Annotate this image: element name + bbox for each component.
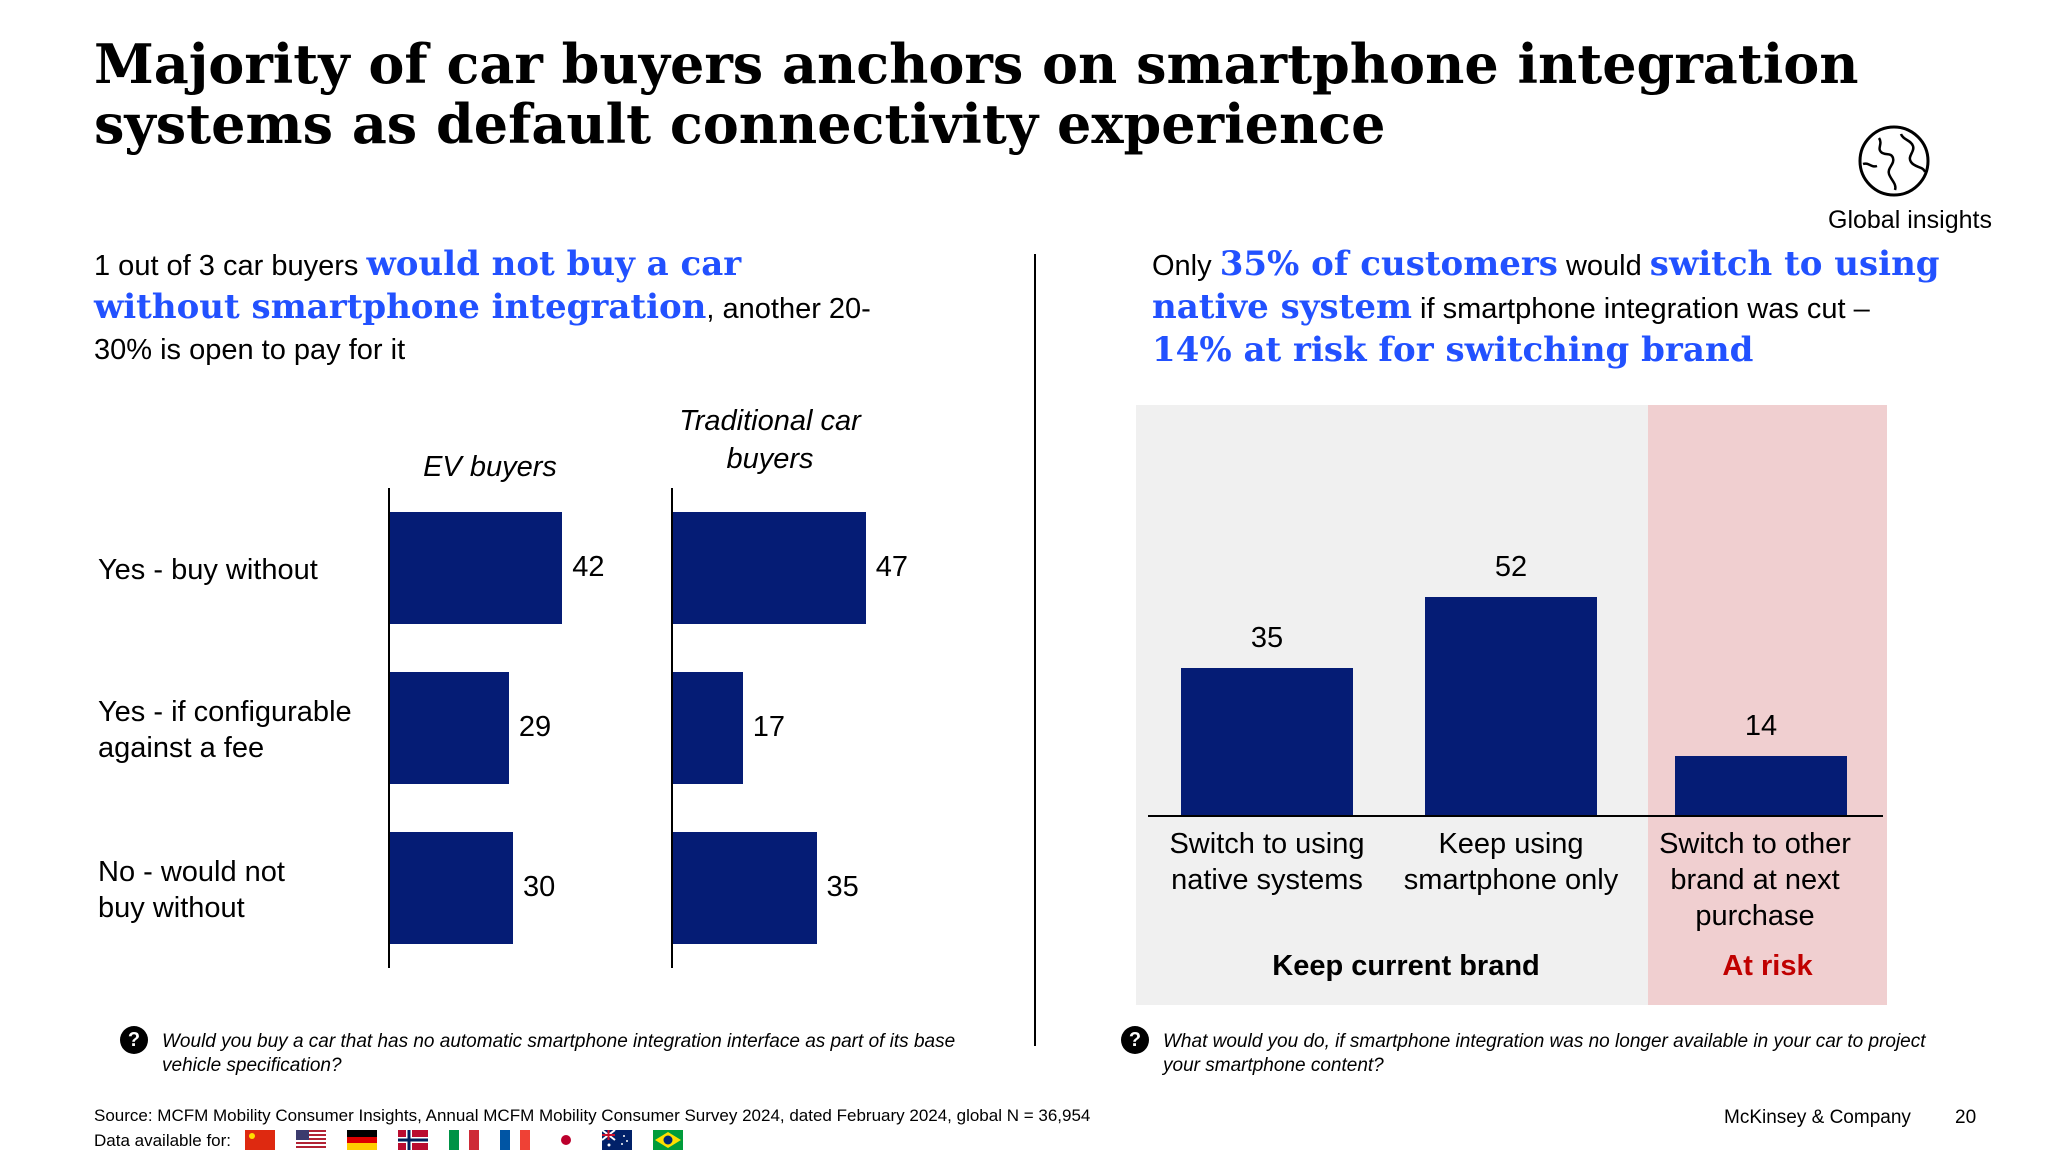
right-subheading-text-1: Only bbox=[1152, 250, 1220, 282]
left-subheading-text-1: 1 out of 3 car buyers bbox=[94, 250, 367, 282]
usa-flag-icon bbox=[296, 1130, 326, 1150]
value-label-traditional-2: 35 bbox=[826, 871, 859, 903]
question-icon: ? bbox=[1121, 1026, 1149, 1054]
norway-flag-icon bbox=[398, 1130, 428, 1150]
right-subheading-highlight-1: 35% of customers bbox=[1219, 244, 1558, 284]
right-survey-question: What would you do, if smartphone integra… bbox=[1163, 1031, 1926, 1076]
bar-ev-2 bbox=[390, 832, 513, 944]
row-label-yes-buy-without: Yes - buy without bbox=[98, 554, 318, 586]
bar-traditional-1 bbox=[673, 672, 743, 784]
left-subheading-highlight-1: would not buy a car without smartphone i… bbox=[94, 244, 742, 327]
left-subheading: 1 out of 3 car buyers would not buy a ca… bbox=[94, 244, 894, 371]
value-label-ev-0: 42 bbox=[572, 551, 605, 583]
right-subheading-text-3: if smartphone integration was cut – bbox=[1411, 293, 1870, 325]
value-label-traditional-0: 47 bbox=[875, 551, 908, 583]
bar-traditional-0 bbox=[673, 512, 866, 624]
page-title: Majority of car buyers anchors on smartp… bbox=[94, 32, 1859, 156]
japan-flag-icon bbox=[551, 1130, 581, 1150]
bar-traditional-2 bbox=[673, 832, 817, 944]
traditional-buyers-header: Traditional car buyers bbox=[679, 405, 861, 475]
value-label-ev-2: 30 bbox=[523, 871, 556, 903]
globe-icon bbox=[1858, 125, 1930, 197]
question-icon: ? bbox=[120, 1026, 148, 1054]
bar-option-1 bbox=[1425, 596, 1597, 815]
category-label-switch-native: Switch to using native systems bbox=[1169, 828, 1365, 896]
company-name: McKinsey & Company bbox=[1724, 1107, 1911, 1128]
right-subheading-highlight-2: switch to using native system bbox=[1152, 244, 1940, 327]
brazil-flag-icon bbox=[653, 1130, 683, 1150]
right-subheading-text-2: would bbox=[1557, 250, 1650, 282]
bar-ev-0 bbox=[390, 512, 563, 624]
bar-option-0 bbox=[1181, 668, 1353, 815]
row-label-no-would-not: No - would not buy without bbox=[98, 856, 285, 924]
bar-ev-1 bbox=[390, 672, 509, 784]
row-label-yes-configurable: Yes - if configurable against a fee bbox=[98, 696, 352, 764]
value-label-option-1: 52 bbox=[1494, 550, 1528, 583]
australia-flag-icon bbox=[602, 1130, 632, 1150]
at-risk-panel bbox=[1648, 405, 1887, 1005]
data-available-label: Data available for: bbox=[94, 1131, 232, 1150]
ev-buyers-axis bbox=[388, 488, 390, 968]
group-label-at-risk: At risk bbox=[1722, 950, 1813, 982]
bar-option-2 bbox=[1675, 756, 1847, 815]
right-subheading: Only 35% of customers would switch to us… bbox=[1152, 244, 1952, 373]
china-flag-icon bbox=[245, 1130, 275, 1150]
italy-flag-icon bbox=[449, 1130, 479, 1150]
value-label-option-0: 35 bbox=[1250, 622, 1284, 654]
global-insights-label: Global insights bbox=[1828, 206, 1992, 234]
france-flag-icon bbox=[500, 1130, 530, 1150]
value-label-traditional-1: 17 bbox=[752, 711, 785, 743]
category-label-switch-brand: Switch to other brand at next purchase bbox=[1659, 828, 1851, 932]
right-subheading-highlight-3: 14% at risk for switching brand bbox=[1152, 330, 1754, 370]
source-note: Source: MCFM Mobility Consumer Insights,… bbox=[94, 1106, 1091, 1125]
group-label-keep-current-brand: Keep current brand bbox=[1272, 950, 1540, 982]
germany-flag-icon bbox=[347, 1130, 377, 1150]
category-label-keep-smartphone: Keep using smartphone only bbox=[1403, 828, 1619, 896]
value-label-ev-1: 29 bbox=[518, 711, 552, 743]
right-chart-baseline bbox=[1148, 815, 1883, 817]
ev-buyers-header: EV buyers bbox=[423, 451, 557, 483]
section-divider bbox=[1034, 254, 1036, 1046]
page-number: 20 bbox=[1955, 1107, 1977, 1128]
left-survey-question: Would you buy a car that has no automati… bbox=[162, 1031, 956, 1076]
value-label-option-2: 14 bbox=[1744, 710, 1778, 743]
left-subheading-text-2: , another 20-30% is open to pay for it bbox=[94, 293, 871, 366]
traditional-buyers-axis bbox=[671, 488, 673, 968]
